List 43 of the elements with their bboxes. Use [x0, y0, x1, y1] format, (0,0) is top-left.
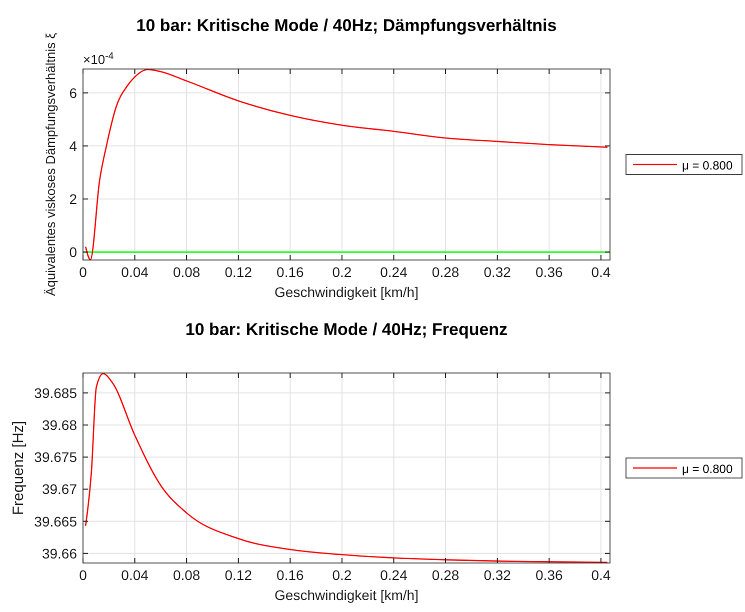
y-tick-label: 2	[69, 190, 78, 207]
x-tick-label: 0.08	[172, 567, 200, 583]
y-tick-label: 0	[69, 244, 78, 260]
x-tick-label: 0.04	[121, 567, 149, 583]
text: ×10$^{-4}$	[83, 50, 114, 67]
legend-label: μ = 0.800	[682, 158, 733, 172]
x-tick-label: 0.04	[121, 264, 149, 280]
y-axis-title: Äquivalentes viskoses Dämpfungsverhältnis ξ	[43, 32, 58, 296]
x-tick-label: 0.36	[536, 567, 563, 583]
x-tick-label: 0.12	[224, 264, 252, 280]
x-tick-label: 0.16	[276, 264, 304, 280]
x-tick-label: 0	[79, 567, 88, 583]
x-tick-label: 0.2	[332, 264, 352, 280]
y-tick-label: 39.685	[34, 384, 78, 401]
y-tick-label: 39.66	[42, 545, 78, 562]
x-tick-label: 0.4	[591, 264, 611, 280]
x-tick-label: 0.28	[432, 264, 460, 280]
x-tick-label: 0.2	[332, 567, 352, 583]
x-tick-label: 0.08	[172, 264, 200, 280]
x-tick-label: 0.24	[380, 264, 408, 280]
legend-label: μ = 0.800	[682, 462, 733, 476]
line-series	[84, 372, 608, 564]
y-axis-title: Frequenz [Hz]	[10, 420, 27, 516]
y-tick-label: 4	[69, 138, 78, 154]
x-tick-label: 0.32	[484, 264, 512, 280]
x-tick-label: 0.36	[536, 264, 563, 280]
x-tick-label: 0.32	[484, 567, 512, 583]
line-series	[84, 68, 608, 260]
x-tick-label: 0.28	[432, 567, 460, 583]
x-tick-label: 0.16	[276, 567, 304, 583]
x-tick-label: 0.4	[591, 567, 611, 583]
x-tick-label: 0	[79, 264, 88, 280]
y-tick-label: 39.67	[42, 481, 78, 498]
y-tick-label: 6	[69, 84, 78, 101]
x-tick-label: 0.24	[380, 567, 408, 583]
y-tick-label: 39.675	[34, 449, 78, 466]
x-axis-title: Geschwindigkeit [km/h]	[274, 284, 418, 300]
x-axis-title: Geschwindigkeit [km/h]	[274, 587, 418, 603]
y-tick-label: 39.68	[42, 416, 78, 433]
x-tick-label: 0.12	[224, 567, 252, 583]
chart-title: 10 bar: Kritische Mode / 40Hz; Dämpfungsverhältnis	[136, 16, 557, 35]
y-tick-label: 39.665	[34, 513, 78, 530]
chart-title: 10 bar: Kritische Mode / 40Hz; Frequenz	[185, 320, 508, 339]
